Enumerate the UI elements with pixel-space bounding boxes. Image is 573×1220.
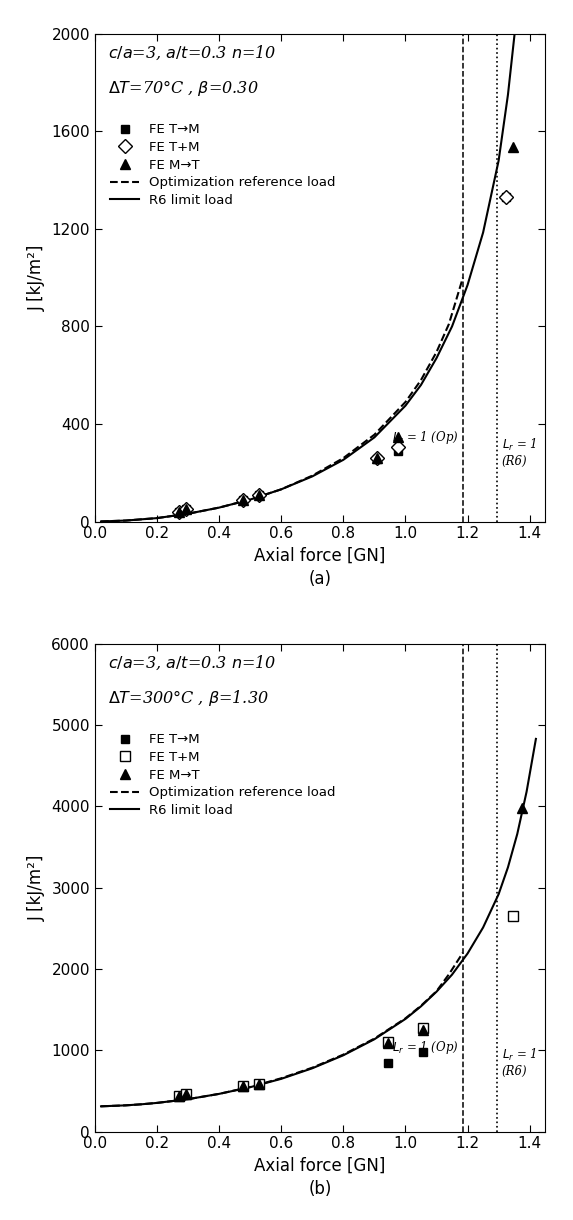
Text: $L_r$ = 1 (Op): $L_r$ = 1 (Op) (391, 1039, 458, 1057)
Text: (b): (b) (308, 1180, 332, 1198)
Legend: FE T→M, FE T+M, FE M→T, Optimization reference load, R6 limit load: FE T→M, FE T+M, FE M→T, Optimization ref… (111, 733, 335, 816)
X-axis label: Axial force [GN]: Axial force [GN] (254, 1157, 386, 1175)
Text: (a): (a) (308, 570, 332, 588)
Text: $\Delta T$=300$\degree$C , $\beta$=1.30: $\Delta T$=300$\degree$C , $\beta$=1.30 (108, 688, 269, 708)
Text: $L_r$ = 1
(R6): $L_r$ = 1 (R6) (502, 437, 536, 468)
Y-axis label: J [kJ/m²]: J [kJ/m²] (28, 854, 46, 921)
Text: $\Delta T$=70$\degree$C , $\beta$=0.30: $\Delta T$=70$\degree$C , $\beta$=0.30 (108, 78, 259, 98)
Text: $c/a$=3, $a/t$=0.3 $n$=10: $c/a$=3, $a/t$=0.3 $n$=10 (108, 654, 277, 672)
X-axis label: Axial force [GN]: Axial force [GN] (254, 547, 386, 565)
Text: $L_r$ = 1 (Op): $L_r$ = 1 (Op) (391, 429, 458, 447)
Text: $L_r$ = 1
(R6): $L_r$ = 1 (R6) (502, 1047, 536, 1078)
Y-axis label: J [kJ/m²]: J [kJ/m²] (28, 244, 46, 311)
Text: $c/a$=3, $a/t$=0.3 $n$=10: $c/a$=3, $a/t$=0.3 $n$=10 (108, 44, 277, 62)
Legend: FE T→M, FE T+M, FE M→T, Optimization reference load, R6 limit load: FE T→M, FE T+M, FE M→T, Optimization ref… (111, 123, 335, 206)
